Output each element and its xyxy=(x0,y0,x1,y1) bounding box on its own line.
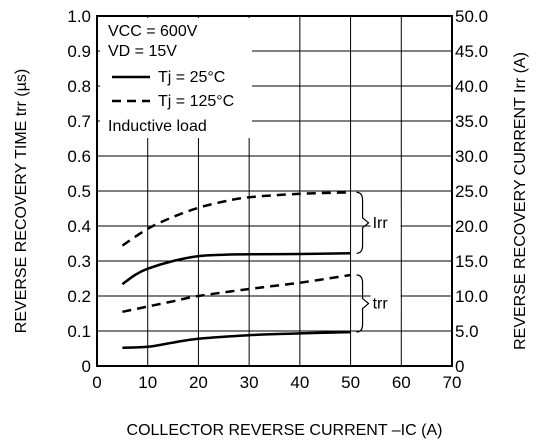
bracket-label-background xyxy=(370,292,401,313)
tick-labels: 0 10 20 30 40 50 60 7000.10.20.30.40.50.60.70.8… xyxy=(67,7,488,392)
x-tick-label: 70 xyxy=(443,373,462,392)
bracket-Irr xyxy=(356,191,370,254)
y-right-tick-label: 10.0 xyxy=(455,287,488,306)
y-right-tick-label: 50.0 xyxy=(455,7,488,26)
y-left-tick-label: 0.3 xyxy=(67,252,91,271)
x-tick-label: 0 xyxy=(92,373,101,392)
y-left-tick-label: 0.5 xyxy=(67,182,91,201)
series-line-irr-solid xyxy=(121,252,351,286)
x-tick-label: 30 xyxy=(240,373,259,392)
y-right-tick-label: 45.0 xyxy=(455,42,488,61)
y-left-tick-label: 0 xyxy=(82,357,91,376)
y-left-tick-label: 0.8 xyxy=(67,77,91,96)
y-left-tick-label: 1.0 xyxy=(67,7,91,26)
y-left-tick-label: 0.7 xyxy=(67,112,91,131)
x-tick-label: 10 xyxy=(138,373,157,392)
y-left-tick-label: 0.4 xyxy=(67,217,91,236)
y-axis-right-title: REVERSE RECOVERY CURRENT Irr (A) xyxy=(512,52,529,350)
grid-lines xyxy=(97,16,452,366)
legend-condition-vcc: VCC = 600V xyxy=(108,23,198,40)
x-tick-label: 50 xyxy=(341,373,360,392)
y-left-tick-label: 0.1 xyxy=(67,322,91,341)
x-tick-label: 40 xyxy=(290,373,309,392)
y-left-tick-label: 0.2 xyxy=(67,287,91,306)
legend: VCC = 600V VD = 15V Tj = 25°C Tj = 125°C… xyxy=(100,18,252,138)
y-right-tick-label: 35.0 xyxy=(455,112,488,131)
y-left-tick-label: 0.6 xyxy=(67,147,91,166)
y-right-tick-label: 25.0 xyxy=(455,182,488,201)
y-right-tick-label: 40.0 xyxy=(455,77,488,96)
y-right-tick-label: 5.0 xyxy=(455,322,479,341)
bracket-label-background xyxy=(370,211,401,232)
plot-frame xyxy=(96,15,453,367)
y-right-tick-label: 20.0 xyxy=(455,217,488,236)
x-axis-title: COLLECTOR REVERSE CURRENT –IC (A) xyxy=(127,422,443,439)
legend-note: Inductive load xyxy=(108,118,207,135)
legend-entry-25c: Tj = 25°C xyxy=(158,69,225,86)
legend-condition-vd: VD = 15V xyxy=(108,43,177,60)
y-right-tick-label: 0 xyxy=(455,357,464,376)
x-tick-label: 20 xyxy=(189,373,208,392)
bracket-label-Irr: Irr xyxy=(373,215,389,232)
series-line-trr-solid xyxy=(122,330,351,350)
legend-entry-125c: Tj = 125°C xyxy=(158,93,234,110)
series-brackets: Irr trr xyxy=(356,191,401,333)
x-tick-label: 60 xyxy=(392,373,411,392)
series-lines xyxy=(121,191,351,350)
bracket-label-trr: trr xyxy=(373,296,389,313)
bracket-trr xyxy=(356,274,370,333)
series-line-irr-dashed xyxy=(121,191,351,247)
y-axis-left-title: REVERSE RECOVERY TIME trr (µs) xyxy=(13,69,30,333)
y-right-tick-label: 15.0 xyxy=(455,252,488,271)
y-right-tick-label: 30.0 xyxy=(455,147,488,166)
series-line-trr-dashed xyxy=(122,273,351,314)
y-left-tick-label: 0.9 xyxy=(67,42,91,61)
